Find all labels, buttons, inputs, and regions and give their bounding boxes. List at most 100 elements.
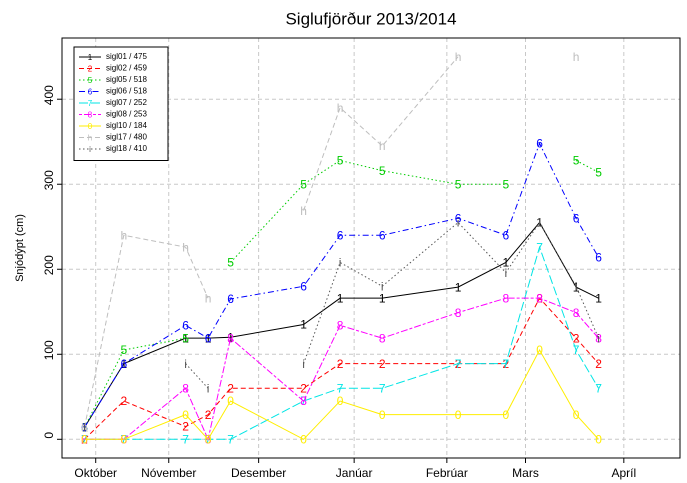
- point-marker: 6: [455, 211, 462, 225]
- legend-marker: 2: [88, 65, 93, 74]
- y-tick-label: 300: [42, 170, 56, 190]
- point-marker: 6: [536, 137, 543, 151]
- point-marker: 7: [502, 357, 509, 371]
- series-line: [84, 348, 599, 441]
- point-marker: 5: [182, 331, 189, 345]
- point-marker: 8: [300, 394, 307, 408]
- point-marker: 0: [502, 408, 509, 422]
- legend-label: sigl17 / 480: [106, 133, 147, 142]
- point-marker: 2: [337, 357, 344, 371]
- series-line: [185, 221, 599, 389]
- point-marker: i: [207, 381, 210, 395]
- series-line: [84, 245, 599, 440]
- point-marker: 7: [536, 240, 543, 254]
- point-marker: 1: [502, 256, 509, 270]
- point-marker: i: [597, 331, 600, 345]
- point-marker: 7: [455, 357, 462, 371]
- series-line: [84, 142, 599, 428]
- point-marker: i: [457, 216, 460, 230]
- point-marker: 0: [182, 408, 189, 422]
- legend-label: sigl05 / 518: [106, 75, 147, 84]
- point-marker: i: [339, 256, 342, 270]
- point-marker: 8: [379, 331, 386, 345]
- point-marker: 6: [595, 251, 602, 265]
- point-marker: 8: [502, 291, 509, 305]
- point-marker: 1: [573, 280, 580, 294]
- point-marker: i: [575, 279, 578, 293]
- point-marker: 6: [205, 331, 212, 345]
- y-tick-label: 100: [42, 340, 56, 360]
- point-marker: 8: [536, 291, 543, 305]
- point-marker: 2: [182, 420, 189, 434]
- legend-label: sigl02 / 459: [106, 64, 147, 73]
- point-marker: 2: [205, 408, 212, 422]
- point-marker: 1: [337, 291, 344, 305]
- point-marker: 6: [120, 357, 127, 371]
- point-marker: 8: [455, 306, 462, 320]
- point-marker: 0: [595, 432, 602, 446]
- point-marker: 6: [227, 292, 234, 306]
- x-tick-label: Desember: [231, 466, 286, 480]
- point-marker: 6: [81, 421, 88, 435]
- legend-marker: 6: [88, 88, 93, 97]
- x-tick-label: Október: [74, 466, 117, 480]
- y-axis-label: Snjódýpt (cm): [14, 214, 26, 282]
- point-marker: 2: [573, 331, 580, 345]
- plot-frame: [61, 37, 681, 459]
- point-marker: 5: [81, 421, 88, 435]
- point-marker: 8: [182, 381, 189, 395]
- point-marker: i: [505, 266, 508, 280]
- point-marker: h: [81, 421, 88, 435]
- point-marker: 8: [573, 306, 580, 320]
- y-tick-label: 0: [42, 432, 56, 439]
- point-marker: 0: [379, 408, 386, 422]
- chart-title: Siglufjörður 2013/2014: [285, 9, 456, 28]
- x-tick-label: Apríl: [611, 466, 636, 480]
- x-tick-label: Nóvember: [141, 466, 196, 480]
- point-marker: 1: [595, 291, 602, 305]
- point-marker: 6: [573, 211, 580, 225]
- legend-label: sigl01 / 475: [106, 52, 147, 61]
- point-marker: 2: [595, 357, 602, 371]
- point-marker: h: [337, 101, 344, 115]
- point-marker: 5: [502, 177, 509, 191]
- point-marker: 7: [182, 432, 189, 446]
- point-marker: 0: [81, 432, 88, 446]
- point-marker: 5: [120, 343, 127, 357]
- legend-marker: h: [88, 134, 92, 143]
- point-marker: 7: [573, 343, 580, 357]
- point-marker: 5: [595, 166, 602, 180]
- point-marker: 5: [300, 177, 307, 191]
- point-marker: i: [83, 421, 86, 435]
- point-marker: 5: [379, 164, 386, 178]
- point-marker: 1: [300, 318, 307, 332]
- point-marker: 6: [502, 228, 509, 242]
- point-marker: 1: [379, 291, 386, 305]
- point-marker: h: [205, 291, 212, 305]
- point-marker: i: [184, 357, 187, 371]
- y-tick-label: 400: [42, 85, 56, 105]
- point-marker: 1: [182, 331, 189, 345]
- point-marker: h: [379, 139, 386, 153]
- point-marker: h: [573, 50, 580, 64]
- point-marker: i: [302, 357, 305, 371]
- point-marker: 0: [536, 343, 543, 357]
- point-marker: 5: [455, 177, 462, 191]
- point-marker: 7: [379, 381, 386, 395]
- point-marker: 5: [337, 154, 344, 168]
- point-marker: h: [455, 50, 462, 64]
- point-marker: h: [300, 204, 307, 218]
- point-marker: 2: [300, 381, 307, 395]
- point-marker: 6: [300, 279, 307, 293]
- legend-box: [73, 46, 169, 161]
- legend-label: sigl18 / 410: [106, 144, 147, 153]
- point-marker: 1: [120, 357, 127, 371]
- legend-marker: 1: [88, 53, 93, 62]
- y-tick-label: 200: [42, 255, 56, 275]
- point-marker: 2: [379, 357, 386, 371]
- point-marker: 7: [337, 381, 344, 395]
- legend-marker: 5: [88, 76, 93, 85]
- point-marker: 5: [227, 256, 234, 270]
- point-marker: 0: [455, 408, 462, 422]
